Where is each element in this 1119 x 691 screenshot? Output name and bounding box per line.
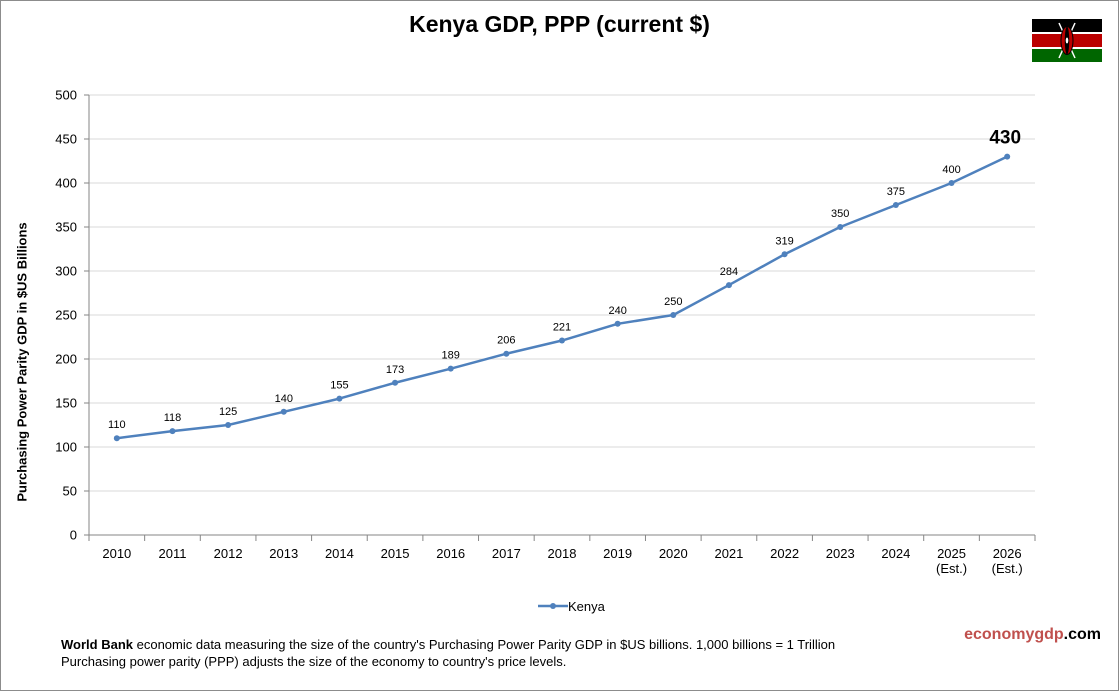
brand-name: economygdp <box>964 626 1064 643</box>
x-tick-label-line: 2014 <box>325 546 354 561</box>
footnote-text-1: economic data measuring the size of the … <box>133 637 836 652</box>
y-tick-label: 450 <box>55 132 77 147</box>
footnote-source: World Bank <box>61 637 133 652</box>
x-tick-label: 2022 <box>770 546 799 561</box>
chart-title: Kenya GDP, PPP (current $) <box>409 11 710 37</box>
data-label: 284 <box>720 266 738 278</box>
x-tick-label-line: 2025 <box>937 546 966 561</box>
x-tick-label-line: 2023 <box>826 546 855 561</box>
x-tick-label-line: 2018 <box>548 546 577 561</box>
x-tick-label-line: 2024 <box>881 546 910 561</box>
data-label: 189 <box>442 350 460 362</box>
brand-domain: .com <box>1063 626 1101 643</box>
data-point <box>225 422 232 428</box>
data-label: 319 <box>775 235 793 247</box>
data-label: 173 <box>386 364 404 376</box>
footnote-line-1: World Bank economic data measuring the s… <box>61 636 835 653</box>
x-tick-label-line: (Est.) <box>992 561 1023 576</box>
x-tick-label-line: 2011 <box>158 546 186 561</box>
data-label: 155 <box>330 380 348 392</box>
x-tick-label-line: 2019 <box>603 546 632 561</box>
data-point <box>503 350 510 357</box>
x-tick-label: 2016 <box>436 546 465 561</box>
data-label: 110 <box>108 419 126 431</box>
x-tick-label: 2019 <box>603 546 632 561</box>
x-tick-label: 2010 <box>102 546 131 561</box>
data-point <box>614 320 621 327</box>
data-point <box>113 435 120 442</box>
x-tick-label: 2017 <box>492 546 521 561</box>
data-point <box>837 224 844 230</box>
x-tick-label: 2014 <box>325 546 354 561</box>
data-point <box>559 337 565 344</box>
data-point <box>447 365 454 372</box>
y-tick-label: 500 <box>55 88 77 103</box>
x-tick-label: 2012 <box>214 546 243 561</box>
data-point <box>169 428 176 435</box>
data-label: 375 <box>887 186 905 198</box>
x-tick-label: 2011 <box>158 546 186 561</box>
x-tick-label-line: 2010 <box>102 546 131 561</box>
data-point <box>1004 153 1011 160</box>
x-tick-label: 2013 <box>269 546 298 561</box>
data-point <box>280 408 287 415</box>
x-tick-label-line: 2017 <box>492 546 521 561</box>
brand-logo: economygdp.com <box>964 626 1101 644</box>
data-label: 140 <box>275 393 293 405</box>
y-tick-label: 300 <box>55 264 77 279</box>
legend-swatch <box>538 603 568 609</box>
data-point <box>948 180 955 186</box>
kenya-flag-icon <box>1032 19 1102 62</box>
data-label: 350 <box>831 208 849 220</box>
x-tick-label-line: 2012 <box>214 546 243 561</box>
footnote: World Bank economic data measuring the s… <box>61 636 835 670</box>
y-tick-label: 400 <box>55 176 77 191</box>
y-tick-label: 100 <box>55 440 77 455</box>
x-tick-label-line: 2015 <box>381 546 410 561</box>
data-point <box>892 202 899 208</box>
data-point <box>392 379 399 386</box>
x-tick-label: 2024 <box>881 546 910 561</box>
x-tick-label: 2015 <box>381 546 410 561</box>
x-tick-label: 2025 (Est.) <box>936 546 967 576</box>
x-tick-label: 2021 <box>714 546 743 561</box>
data-label: 250 <box>664 296 682 308</box>
series-line-kenya <box>116 155 1008 440</box>
x-tick-label: 2018 <box>548 546 577 561</box>
x-tick-label: 2023 <box>826 546 855 561</box>
data-point <box>670 312 677 318</box>
data-point <box>725 282 732 289</box>
y-tick-label: 0 <box>70 528 77 543</box>
data-label: 430 <box>989 128 1021 149</box>
data-label: 400 <box>942 164 960 176</box>
legend-label-kenya: Kenya <box>568 598 605 614</box>
x-tick-label-line: 2026 <box>993 546 1022 561</box>
x-tick-label: 2026 (Est.) <box>992 546 1023 576</box>
data-label: 125 <box>219 406 237 418</box>
x-tick-label-line: 2013 <box>269 546 298 561</box>
y-tick-label: 150 <box>55 396 77 411</box>
x-tick-label-line: 2022 <box>770 546 799 561</box>
y-tick-label: 50 <box>63 484 77 499</box>
data-label: 240 <box>608 305 626 317</box>
footnote-line-2: Purchasing power parity (PPP) adjusts th… <box>61 654 567 669</box>
data-label: 221 <box>553 322 571 334</box>
data-label: 118 <box>164 412 182 424</box>
x-tick-label: 2020 <box>659 546 688 561</box>
y-tick-label: 350 <box>55 220 77 235</box>
data-point <box>781 251 788 258</box>
x-tick-label-line: 2020 <box>659 546 688 561</box>
legend: Kenya <box>538 597 605 615</box>
y-tick-label: 200 <box>55 352 77 367</box>
data-label: 206 <box>497 335 515 347</box>
x-tick-label-line: (Est.) <box>936 561 967 576</box>
x-tick-label-line: 2016 <box>436 546 465 561</box>
x-tick-label-line: 2021 <box>714 546 743 561</box>
y-tick-label: 250 <box>55 308 77 323</box>
data-point <box>336 395 343 402</box>
